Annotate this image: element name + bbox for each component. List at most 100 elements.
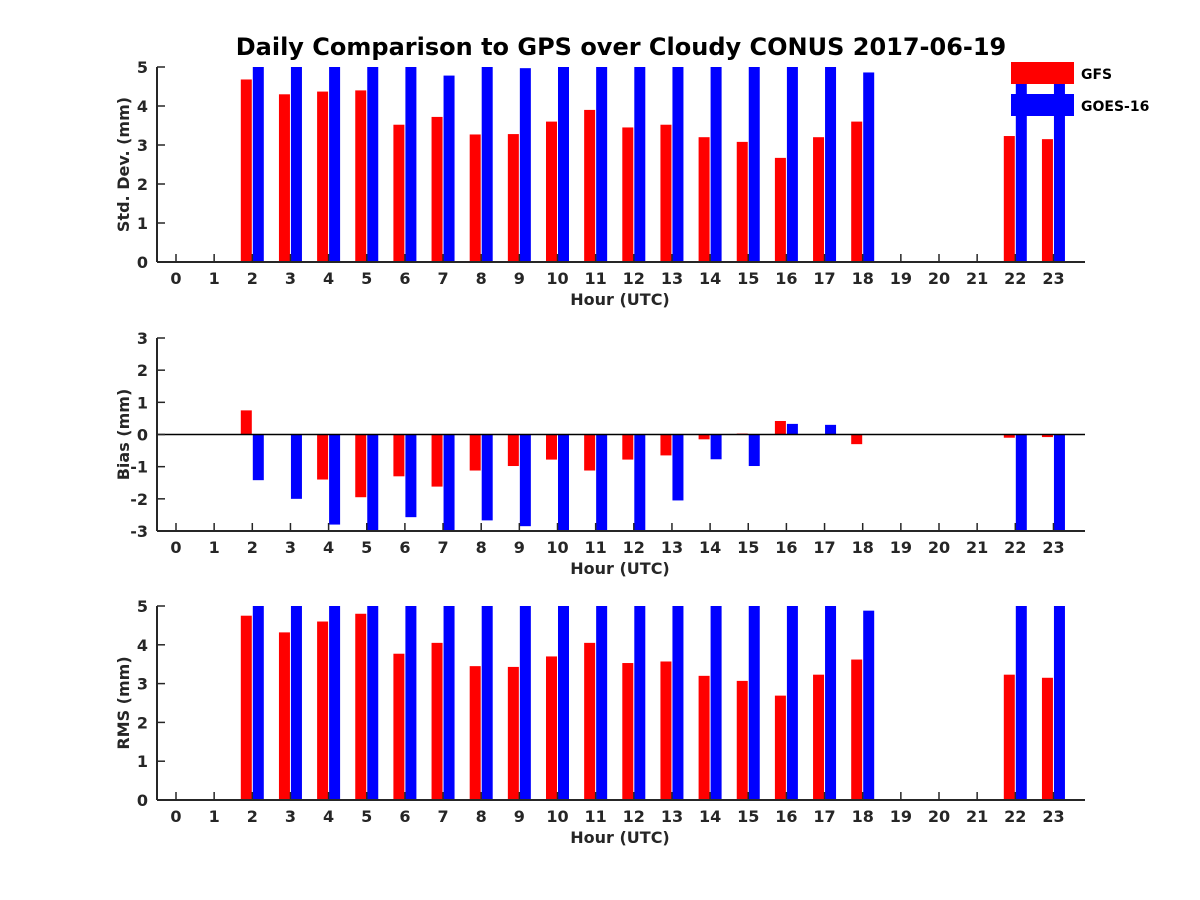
- x-tick-label: 13: [661, 269, 683, 288]
- x-tick-label: 4: [323, 269, 334, 288]
- bar-goes16-hour-22: [1015, 67, 1027, 262]
- x-tick-label: 16: [775, 807, 797, 826]
- bar-gfs-hour-13: [660, 661, 672, 800]
- x-tick-label: 3: [285, 807, 296, 826]
- bar-goes16-hour-13: [672, 67, 684, 262]
- y-tick-label: -1: [130, 458, 148, 477]
- x-tick-label: 21: [966, 807, 988, 826]
- bar-gfs-hour-23: [1041, 434, 1053, 438]
- bar-gfs-hour-5: [355, 434, 367, 498]
- bar-gfs-hour-11: [584, 434, 596, 471]
- bar-goes16-hour-5: [367, 434, 379, 531]
- bar-gfs-hour-16: [774, 157, 786, 262]
- bar-goes16-hour-4: [329, 434, 341, 525]
- bar-gfs-hour-13: [660, 124, 672, 262]
- x-tick-label: 5: [361, 807, 372, 826]
- bar-gfs-hour-22: [1003, 674, 1015, 800]
- y-tick-label: 0: [137, 253, 148, 272]
- bar-goes16-hour-15: [748, 67, 760, 262]
- y-tick-label: 3: [137, 675, 148, 694]
- y-tick-label: 1: [137, 214, 148, 233]
- x-tick-label: 4: [323, 538, 334, 557]
- bar-goes16-hour-9: [519, 68, 531, 262]
- bar-gfs-hour-16: [774, 420, 786, 435]
- x-tick-label: 22: [1004, 269, 1026, 288]
- bar-goes16-hour-10: [558, 67, 569, 262]
- y-tick-label: 5: [137, 58, 148, 77]
- bar-gfs-hour-7: [431, 642, 443, 800]
- x-tick-label: 0: [170, 807, 181, 826]
- bar-goes16-hour-22: [1015, 606, 1027, 800]
- bar-gfs-hour-23: [1041, 677, 1053, 800]
- x-tick-label: 20: [928, 538, 950, 557]
- x-tick-label: 19: [890, 807, 912, 826]
- bar-goes16-hour-5: [367, 606, 379, 800]
- bar-goes16-hour-11: [596, 606, 608, 800]
- bar-gfs-hour-7: [431, 116, 443, 262]
- bar-gfs-hour-2: [240, 615, 252, 800]
- x-tick-label: 7: [437, 269, 448, 288]
- bar-gfs-hour-15: [736, 680, 748, 800]
- y-tick-label: 2: [137, 361, 148, 380]
- x-tick-label: 8: [476, 807, 487, 826]
- x-tick-label: 13: [661, 538, 683, 557]
- x-tick-label: 17: [813, 538, 835, 557]
- x-tick-label: 8: [476, 269, 487, 288]
- x-tick-label: 6: [399, 807, 410, 826]
- x-tick-label: 22: [1004, 538, 1026, 557]
- x-tick-label: 9: [514, 807, 525, 826]
- bar-goes16-hour-17: [825, 424, 837, 435]
- bar-goes16-hour-10: [558, 434, 569, 531]
- bar-goes16-hour-17: [825, 67, 837, 262]
- bar-goes16-hour-15: [748, 606, 760, 800]
- bar-gfs-hour-22: [1003, 434, 1015, 438]
- x-tick-label: 9: [514, 269, 525, 288]
- legend-label-goes16: GOES-16: [1081, 99, 1149, 115]
- bar-goes16-hour-7: [443, 75, 455, 262]
- y-tick-label: 4: [137, 97, 148, 116]
- bar-gfs-hour-18: [851, 121, 863, 262]
- y-tick-label: 5: [137, 597, 148, 616]
- y-tick-label: 3: [137, 329, 148, 348]
- legend: GFS GOES-16: [1011, 62, 1149, 116]
- x-tick-label: 12: [623, 538, 645, 557]
- y-tick-label: 1: [137, 393, 148, 412]
- x-tick-label: 10: [546, 269, 568, 288]
- bar-gfs-hour-8: [469, 666, 481, 800]
- bar-gfs-hour-12: [622, 127, 634, 262]
- x-tick-label: 18: [852, 269, 874, 288]
- x-tick-label: 0: [170, 269, 181, 288]
- bar-gfs-hour-11: [584, 642, 596, 800]
- bar-goes16-hour-23: [1053, 606, 1065, 800]
- x-tick-label: 7: [437, 538, 448, 557]
- x-tick-label: 7: [437, 807, 448, 826]
- x-tick-label: 11: [585, 269, 607, 288]
- bar-gfs-hour-14: [698, 675, 710, 800]
- bar-goes16-hour-15: [748, 434, 760, 467]
- bar-gfs-hour-5: [355, 90, 367, 263]
- bar-gfs-hour-22: [1003, 136, 1015, 262]
- bar-gfs-hour-7: [431, 434, 443, 487]
- bar-goes16-hour-23: [1053, 434, 1065, 531]
- bar-goes16-hour-18: [863, 610, 875, 800]
- x-tick-label: 3: [285, 269, 296, 288]
- x-tick-label: 18: [852, 538, 874, 557]
- bar-gfs-hour-14: [698, 137, 710, 262]
- x-tick-label: 12: [623, 269, 645, 288]
- bar-goes16-hour-12: [634, 67, 646, 262]
- bar-gfs-hour-3: [278, 94, 290, 262]
- bar-gfs-hour-8: [469, 134, 481, 262]
- x-tick-label: 5: [361, 269, 372, 288]
- bar-goes16-hour-6: [405, 434, 417, 518]
- bar-gfs-hour-11: [584, 109, 596, 263]
- bar-gfs-hour-12: [622, 434, 634, 460]
- x-tick-label: 1: [209, 269, 220, 288]
- x-tick-label: 1: [209, 807, 220, 826]
- bar-gfs-hour-9: [507, 134, 519, 262]
- bar-gfs-hour-4: [317, 434, 329, 480]
- bar-goes16-hour-7: [443, 434, 455, 531]
- bar-goes16-hour-12: [634, 434, 646, 531]
- bar-goes16-hour-14: [710, 606, 722, 800]
